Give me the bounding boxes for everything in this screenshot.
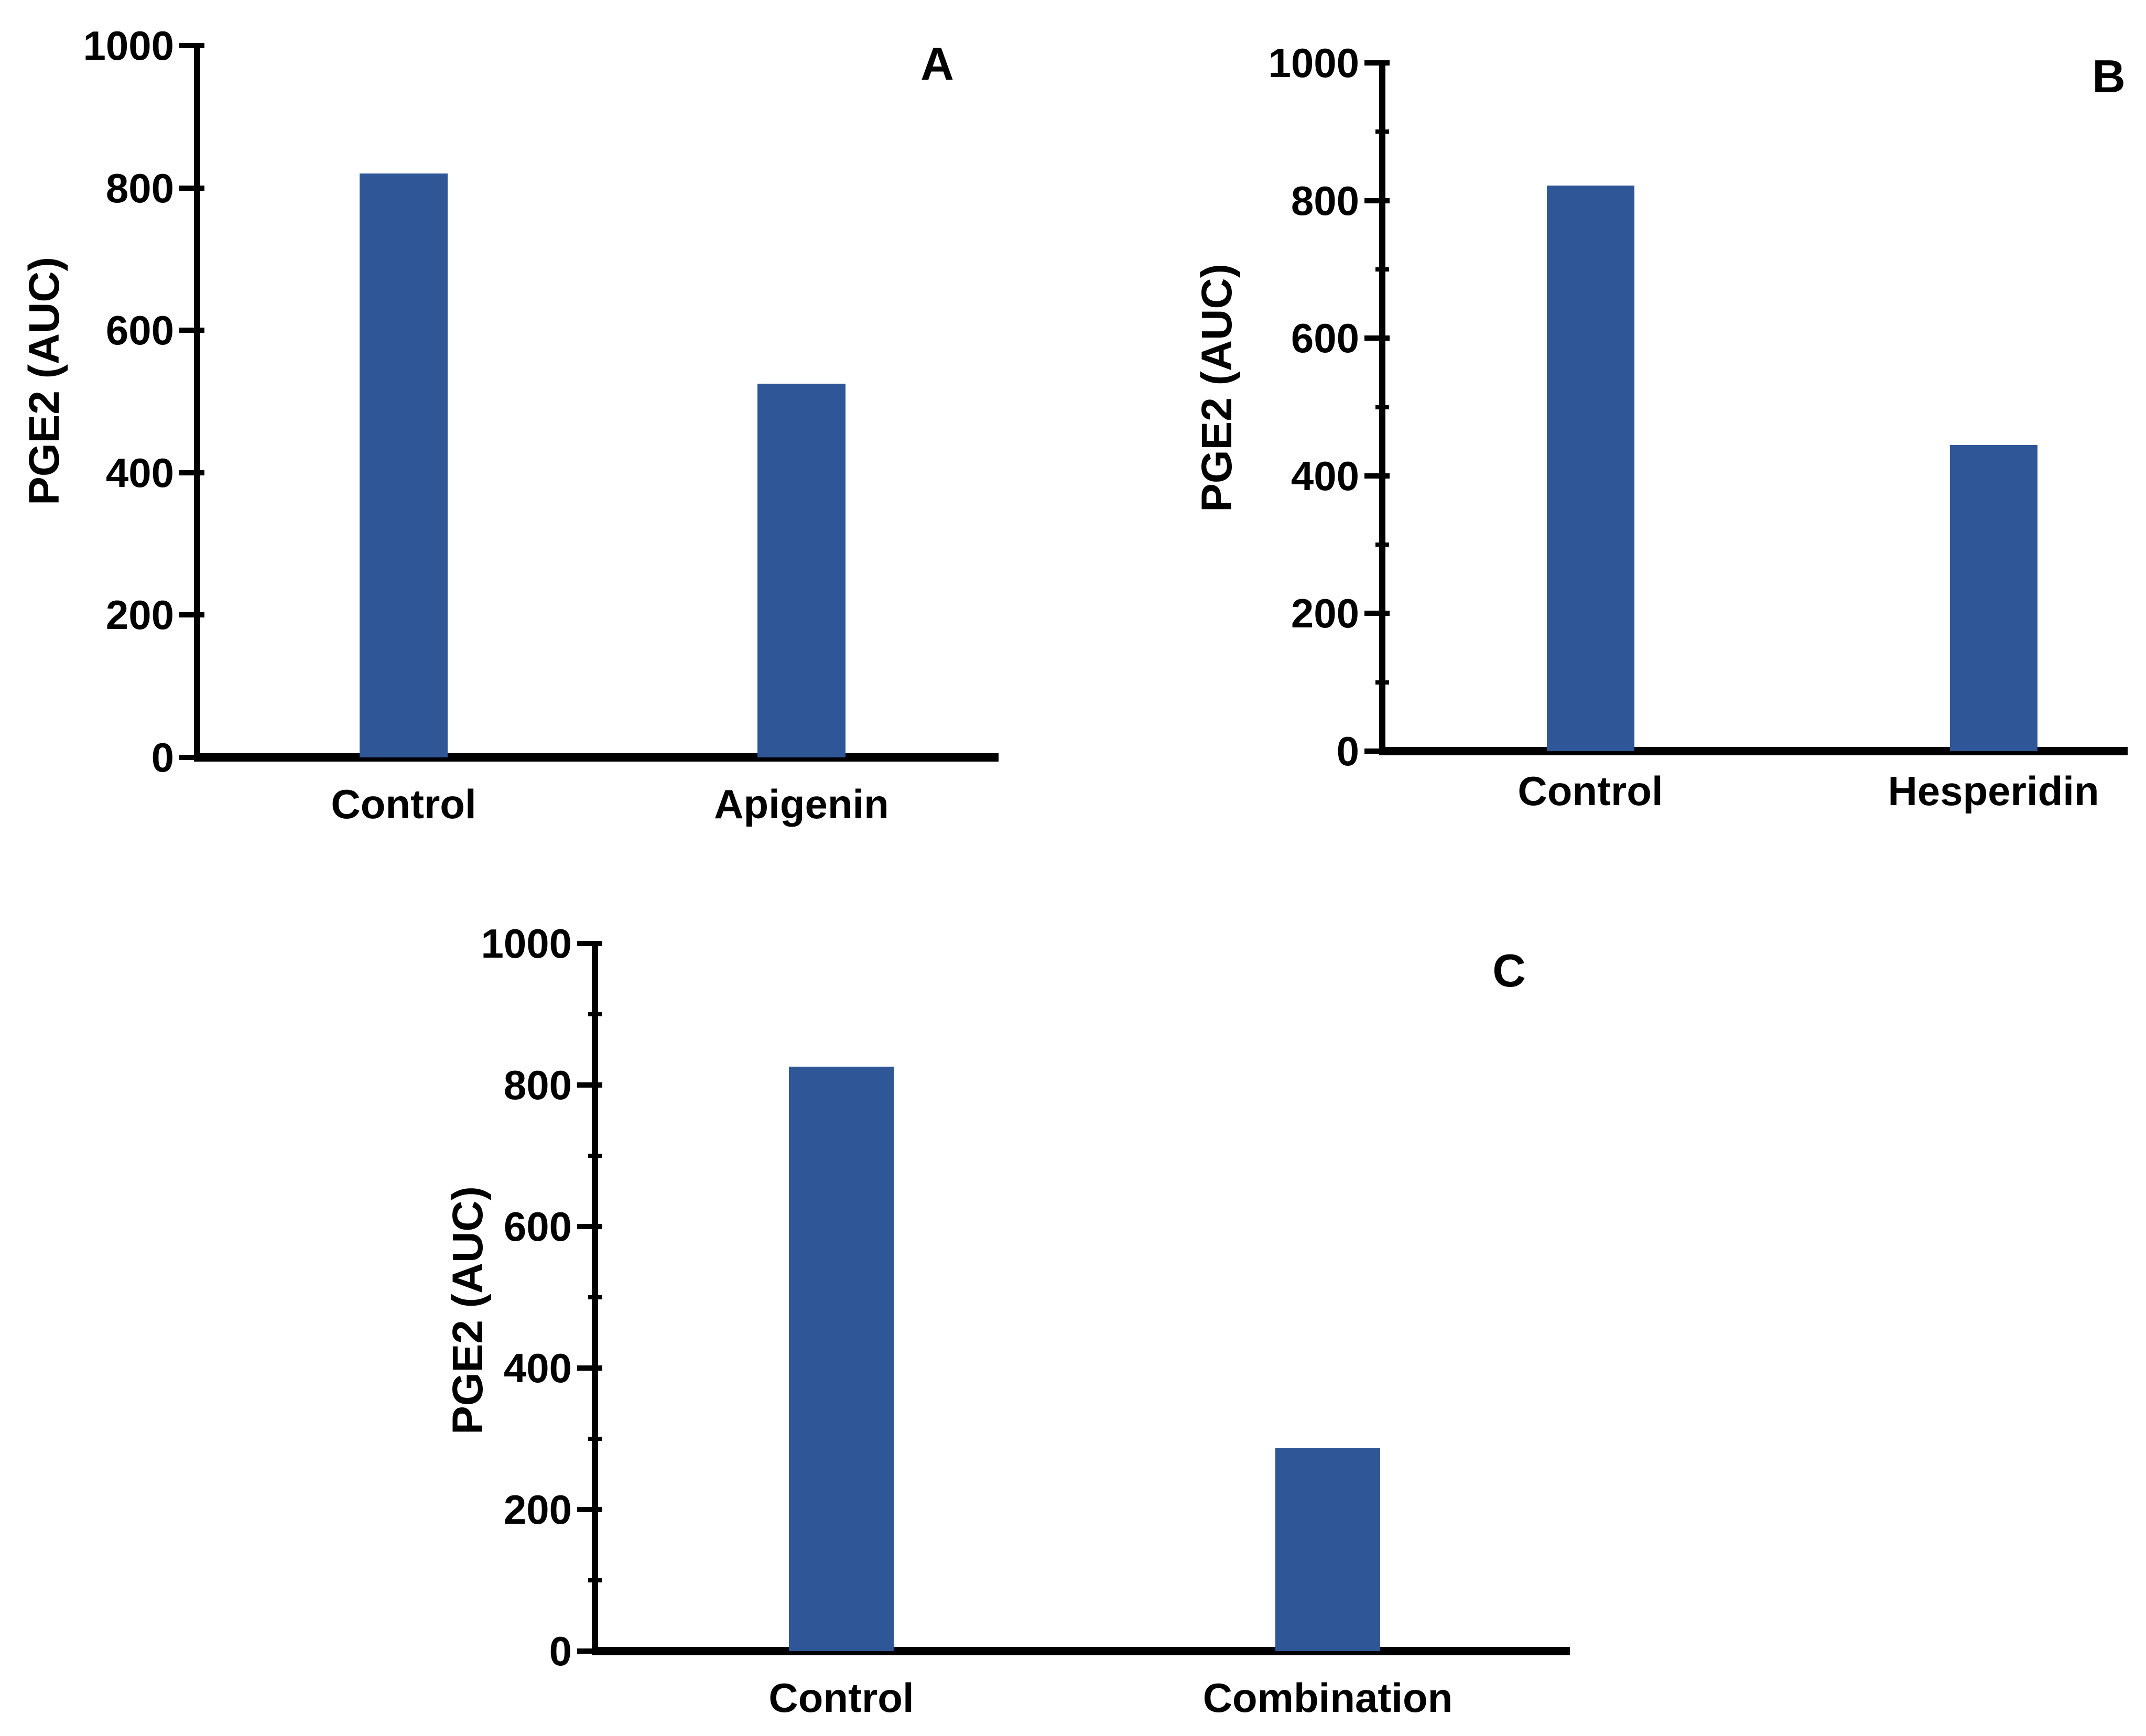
y-major-tick <box>179 185 204 191</box>
y-tick-label: 600 <box>503 1203 572 1250</box>
y-major-tick <box>1364 335 1390 341</box>
y-tick-label: 800 <box>503 1062 572 1108</box>
y-tick-label: 400 <box>503 1345 572 1391</box>
x-axis-line <box>592 1647 1570 1655</box>
panel-letter-a: A <box>920 38 954 90</box>
y-tick-label: 1000 <box>83 23 174 69</box>
y-major-tick <box>1364 60 1390 66</box>
x-label-combination: Combination <box>1202 1675 1453 1721</box>
y-major-tick <box>179 328 204 333</box>
y-major-tick <box>577 1507 602 1512</box>
y-axis-line <box>194 46 200 762</box>
y-minor-tick <box>588 1154 602 1158</box>
y-major-tick <box>179 43 204 48</box>
y-minor-tick <box>588 1012 602 1016</box>
y-tick-label: 0 <box>549 1628 572 1674</box>
y-major-tick <box>577 1365 602 1371</box>
panel-letter-c: C <box>1492 945 1526 996</box>
y-minor-tick <box>1375 680 1389 685</box>
x-label-hesperidin: Hesperidin <box>1888 768 2099 814</box>
y-axis-line <box>592 943 598 1655</box>
y-minor-tick <box>1375 542 1389 547</box>
bar-control <box>360 173 448 757</box>
y-tick-label: 400 <box>1291 452 1359 499</box>
y-minor-tick <box>588 1578 602 1582</box>
y-major-tick <box>1364 611 1390 616</box>
x-label-control: Control <box>331 781 476 827</box>
y-tick-label: 600 <box>105 307 174 354</box>
bar-control <box>1546 185 1634 751</box>
y-minor-tick <box>1375 405 1389 409</box>
y-tick-label: 800 <box>1291 177 1359 224</box>
y-major-tick <box>1364 473 1390 479</box>
y-tick-label: 200 <box>1291 590 1359 637</box>
y-tick-label: 0 <box>1336 728 1359 774</box>
y-major-tick <box>1364 748 1390 754</box>
y-major-tick <box>179 755 204 760</box>
y-tick-label: 0 <box>151 734 174 780</box>
x-label-control: Control <box>1518 768 1663 814</box>
bar-apigenin <box>757 384 846 757</box>
y-tick-label: 1000 <box>1268 40 1359 86</box>
y-tick-label: 200 <box>503 1487 572 1533</box>
panel-letter-b: B <box>2092 50 2126 102</box>
bar-hesperidin <box>1949 444 2037 751</box>
y-tick-label: 800 <box>105 165 174 211</box>
y-major-tick <box>577 1082 602 1088</box>
bar-control <box>789 1066 894 1651</box>
y-tick-label: 1000 <box>481 920 572 967</box>
x-label-apigenin: Apigenin <box>714 781 889 827</box>
y-minor-tick <box>1375 129 1389 134</box>
y-minor-tick <box>588 1437 602 1441</box>
x-label-control: Control <box>768 1675 914 1721</box>
y-minor-tick <box>588 1295 602 1299</box>
y-major-tick <box>577 1224 602 1229</box>
y-major-tick <box>179 470 204 475</box>
y-major-tick <box>1364 198 1390 203</box>
y-axis-line <box>1379 63 1385 755</box>
y-major-tick <box>577 1648 602 1654</box>
y-major-tick <box>577 941 602 946</box>
y-minor-tick <box>1375 267 1389 272</box>
y-tick-label: 200 <box>105 592 174 638</box>
bar-combination <box>1275 1448 1380 1651</box>
y-major-tick <box>179 612 204 618</box>
y-tick-label: 400 <box>105 449 174 496</box>
y-tick-label: 600 <box>1291 315 1359 362</box>
y-axis-title: PGE2 (AUC) <box>444 1186 492 1435</box>
